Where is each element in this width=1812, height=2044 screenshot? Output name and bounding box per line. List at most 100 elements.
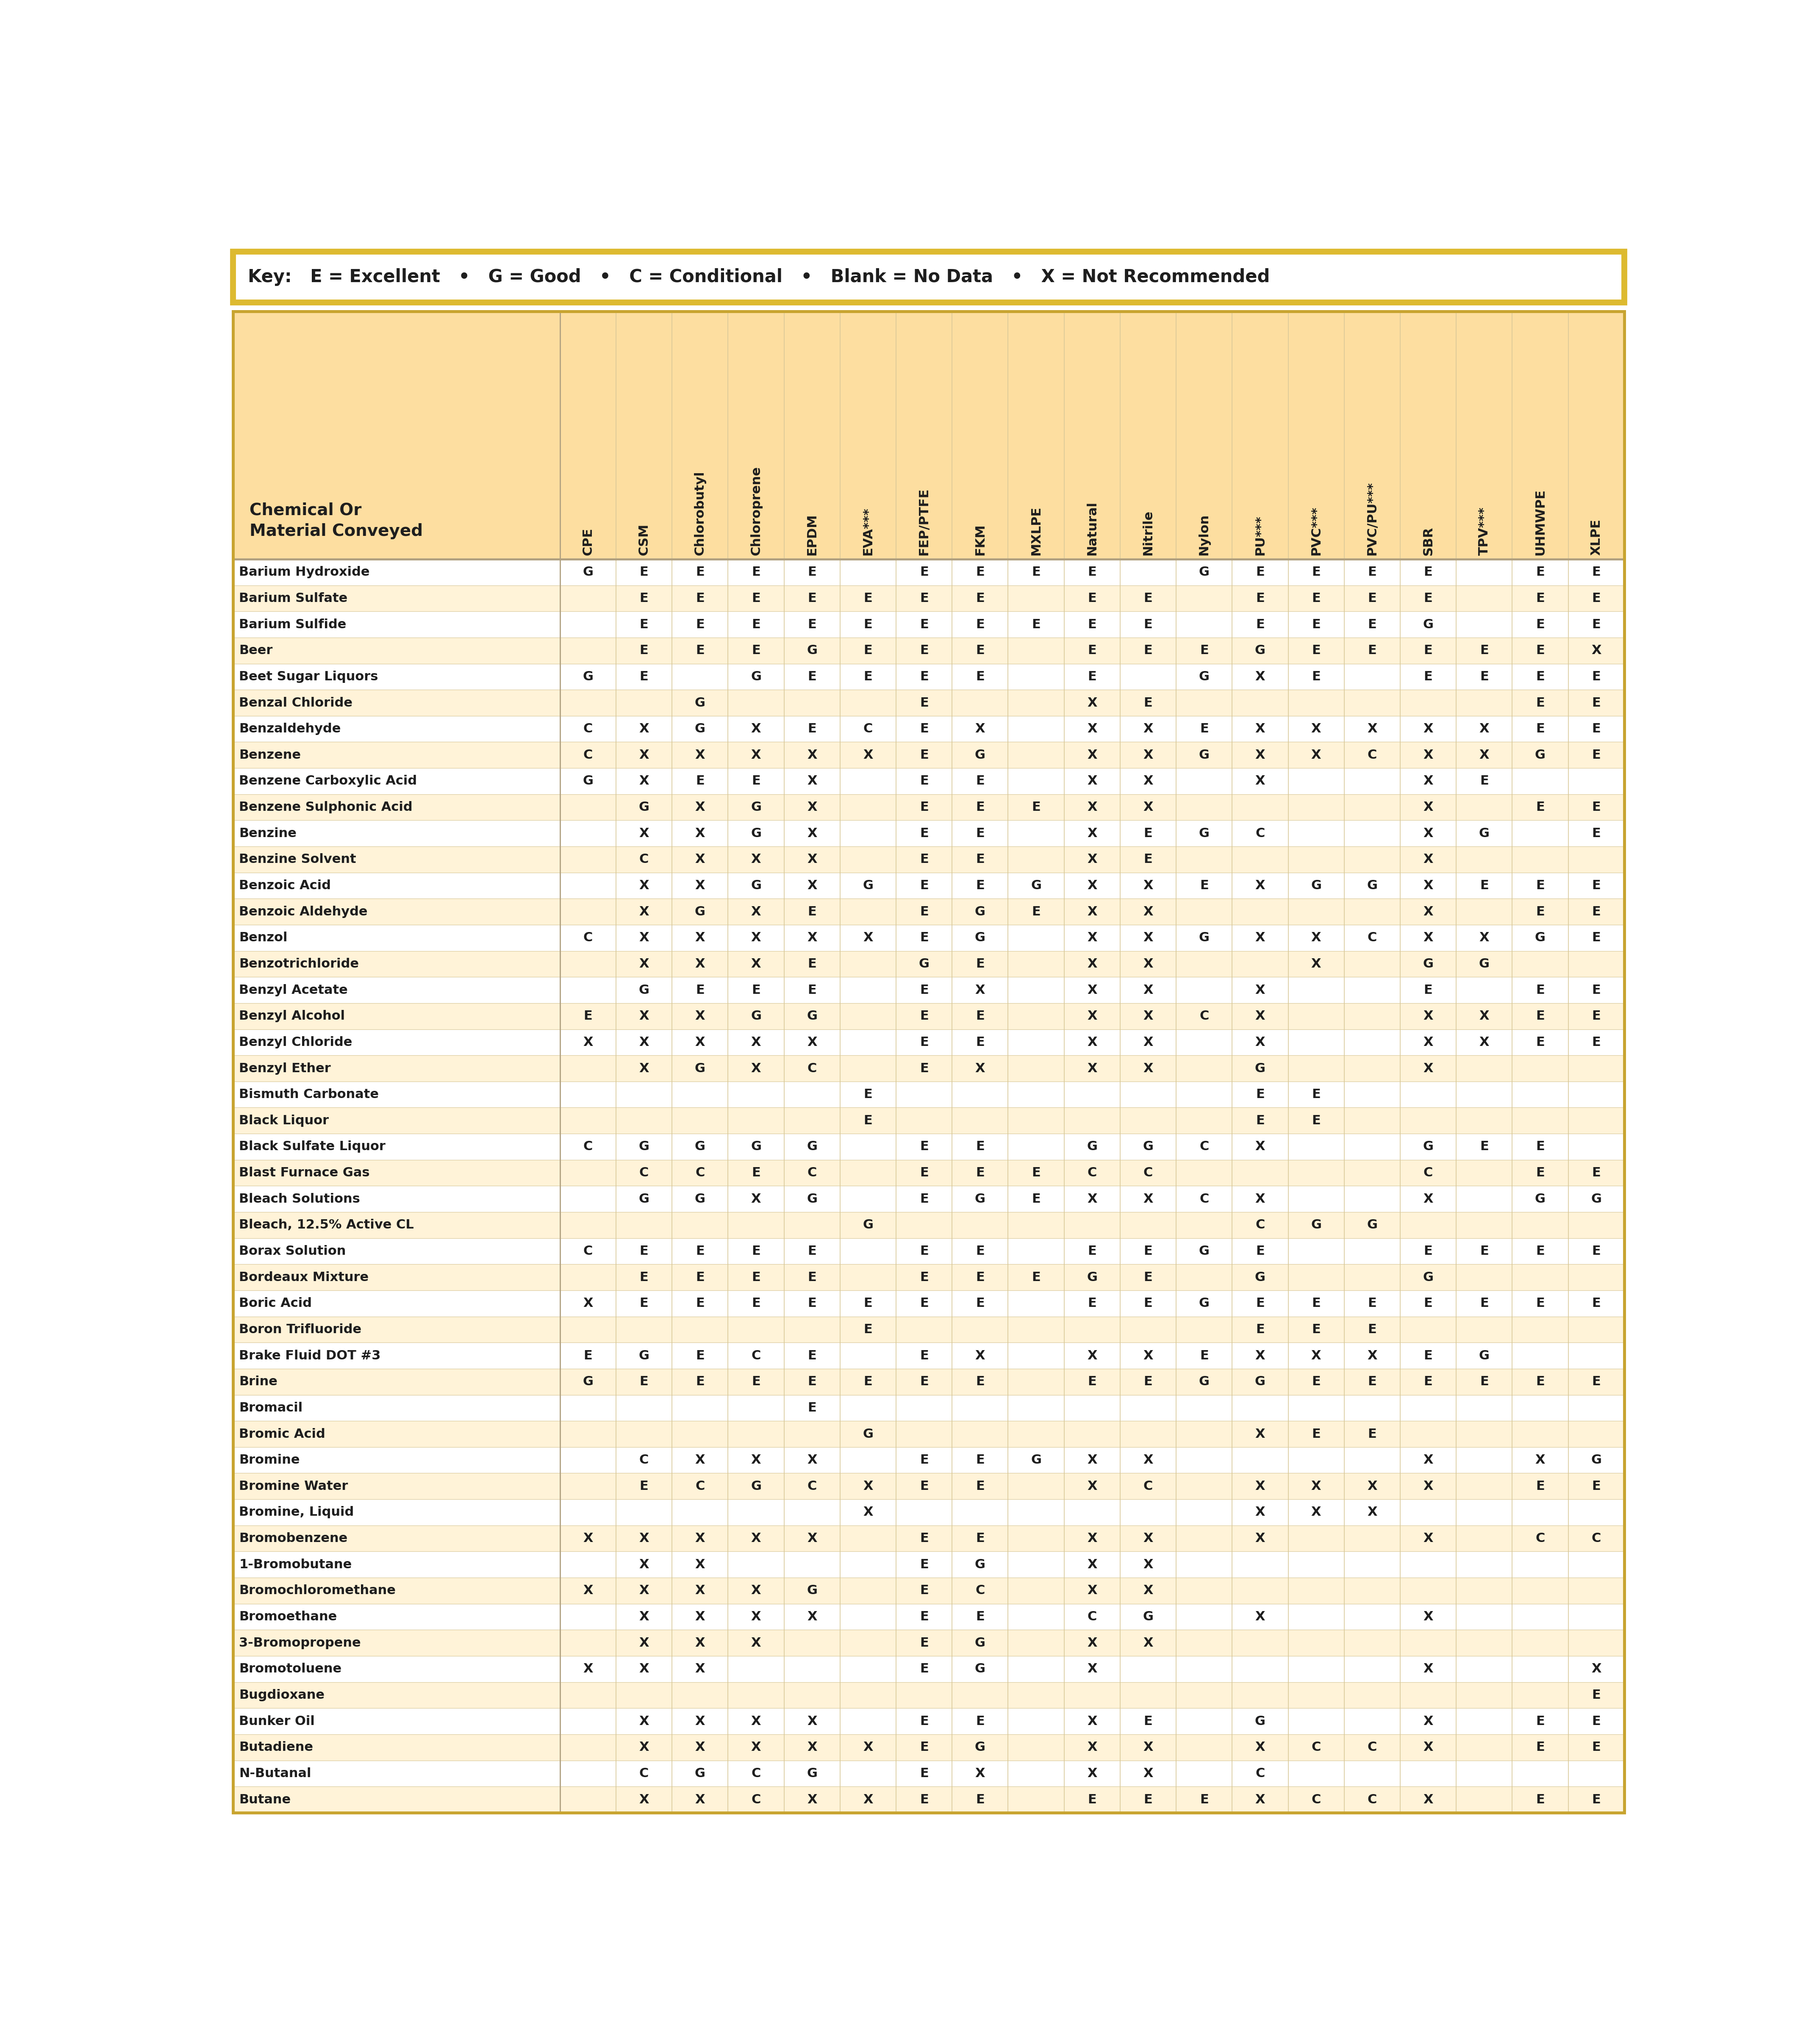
Text: X: X xyxy=(806,1741,817,1754)
Text: C: C xyxy=(1200,1141,1209,1153)
Text: G: G xyxy=(1200,1298,1209,1310)
Text: X: X xyxy=(1087,1741,1096,1754)
Text: X: X xyxy=(1368,1349,1377,1361)
Text: E: E xyxy=(920,1167,928,1179)
Text: E: E xyxy=(864,619,872,632)
Text: X: X xyxy=(1087,1036,1096,1049)
Text: X: X xyxy=(1479,1036,1489,1049)
Text: X: X xyxy=(1143,1741,1152,1754)
Text: X: X xyxy=(975,1768,986,1780)
Text: C: C xyxy=(975,1584,986,1596)
Text: E: E xyxy=(696,1298,705,1310)
Text: E: E xyxy=(1368,593,1377,605)
Text: X: X xyxy=(1256,1506,1265,1519)
Text: C: C xyxy=(752,1349,761,1361)
Text: G: G xyxy=(1200,932,1209,944)
Text: X: X xyxy=(975,724,986,736)
Text: G: G xyxy=(863,879,873,891)
Text: X: X xyxy=(1312,959,1321,971)
Text: E: E xyxy=(920,1480,928,1492)
Text: X: X xyxy=(1087,828,1096,840)
Text: E: E xyxy=(808,905,817,918)
Text: E: E xyxy=(1537,1715,1544,1727)
Text: Bromine Water: Bromine Water xyxy=(239,1480,348,1492)
Text: X: X xyxy=(1143,1010,1152,1022)
Text: X: X xyxy=(750,1584,761,1596)
Text: G: G xyxy=(975,1741,986,1754)
Text: E: E xyxy=(975,619,984,632)
Text: E: E xyxy=(1537,1741,1544,1754)
Text: E: E xyxy=(752,619,761,632)
Text: Bromine, Liquid: Bromine, Liquid xyxy=(239,1506,353,1519)
Text: E: E xyxy=(808,619,817,632)
Text: X: X xyxy=(696,1637,705,1650)
Text: G: G xyxy=(975,748,986,760)
Text: C: C xyxy=(808,1480,817,1492)
Text: X: X xyxy=(1143,1533,1152,1545)
Text: X: X xyxy=(1422,1010,1433,1022)
Text: E: E xyxy=(920,801,928,814)
Text: Bordeaux Mixture: Bordeaux Mixture xyxy=(239,1271,368,1284)
Text: E: E xyxy=(1480,1376,1489,1388)
Text: X: X xyxy=(640,1584,649,1596)
Text: G: G xyxy=(1256,1271,1265,1284)
Text: X: X xyxy=(1087,1664,1096,1676)
Text: X: X xyxy=(750,1741,761,1754)
Text: C: C xyxy=(752,1793,761,1805)
Text: G: G xyxy=(638,1141,649,1153)
Text: C: C xyxy=(1368,1793,1377,1805)
Text: C: C xyxy=(1143,1480,1152,1492)
Text: Bromine: Bromine xyxy=(239,1453,299,1466)
Bar xyxy=(234,1081,1624,1108)
Text: Butadiene: Butadiene xyxy=(239,1741,313,1754)
Text: E: E xyxy=(1591,1688,1600,1701)
Text: E: E xyxy=(640,1271,649,1284)
Text: G: G xyxy=(1535,748,1546,760)
Text: X: X xyxy=(1256,1533,1265,1545)
Bar xyxy=(234,1394,1624,1421)
Text: E: E xyxy=(1256,1245,1265,1257)
Text: E: E xyxy=(1143,1793,1152,1805)
Text: G: G xyxy=(750,670,761,683)
Text: G: G xyxy=(1200,1245,1209,1257)
Text: E: E xyxy=(1591,1298,1600,1310)
Text: E: E xyxy=(1591,724,1600,736)
Text: CSM: CSM xyxy=(638,523,651,556)
Text: X: X xyxy=(696,879,705,891)
Text: E: E xyxy=(920,1611,928,1623)
Text: Boron Trifluoride: Boron Trifluoride xyxy=(239,1322,361,1335)
Text: G: G xyxy=(750,828,761,840)
Text: E: E xyxy=(583,1349,593,1361)
Text: G: G xyxy=(1031,1453,1042,1466)
Text: G: G xyxy=(694,724,705,736)
Text: X: X xyxy=(1422,1611,1433,1623)
Text: X: X xyxy=(640,1715,649,1727)
Text: E: E xyxy=(1537,644,1544,656)
Text: E: E xyxy=(1256,593,1265,605)
Text: X: X xyxy=(640,1010,649,1022)
Text: Benzol: Benzol xyxy=(239,932,288,944)
Text: X: X xyxy=(696,932,705,944)
Text: Black Liquor: Black Liquor xyxy=(239,1114,328,1126)
Text: X: X xyxy=(1087,932,1096,944)
Text: E: E xyxy=(864,1376,872,1388)
Text: E: E xyxy=(1368,1429,1377,1441)
Bar xyxy=(234,1733,1624,1760)
Text: X: X xyxy=(1256,775,1265,787)
Text: E: E xyxy=(864,593,872,605)
Text: EPDM: EPDM xyxy=(806,513,819,556)
Text: Beet Sugar Liquors: Beet Sugar Liquors xyxy=(239,670,379,683)
Text: E: E xyxy=(696,1245,705,1257)
Text: X: X xyxy=(696,748,705,760)
Text: E: E xyxy=(808,593,817,605)
Text: C: C xyxy=(1087,1611,1096,1623)
Text: X: X xyxy=(1087,1637,1096,1650)
Text: X: X xyxy=(750,959,761,971)
Bar xyxy=(234,769,1624,795)
Text: E: E xyxy=(1537,801,1544,814)
Text: E: E xyxy=(1591,905,1600,918)
Text: X: X xyxy=(806,1611,817,1623)
Text: C: C xyxy=(640,852,649,865)
Text: X: X xyxy=(1143,1637,1152,1650)
Text: 3-Bromopropene: 3-Bromopropene xyxy=(239,1637,361,1650)
